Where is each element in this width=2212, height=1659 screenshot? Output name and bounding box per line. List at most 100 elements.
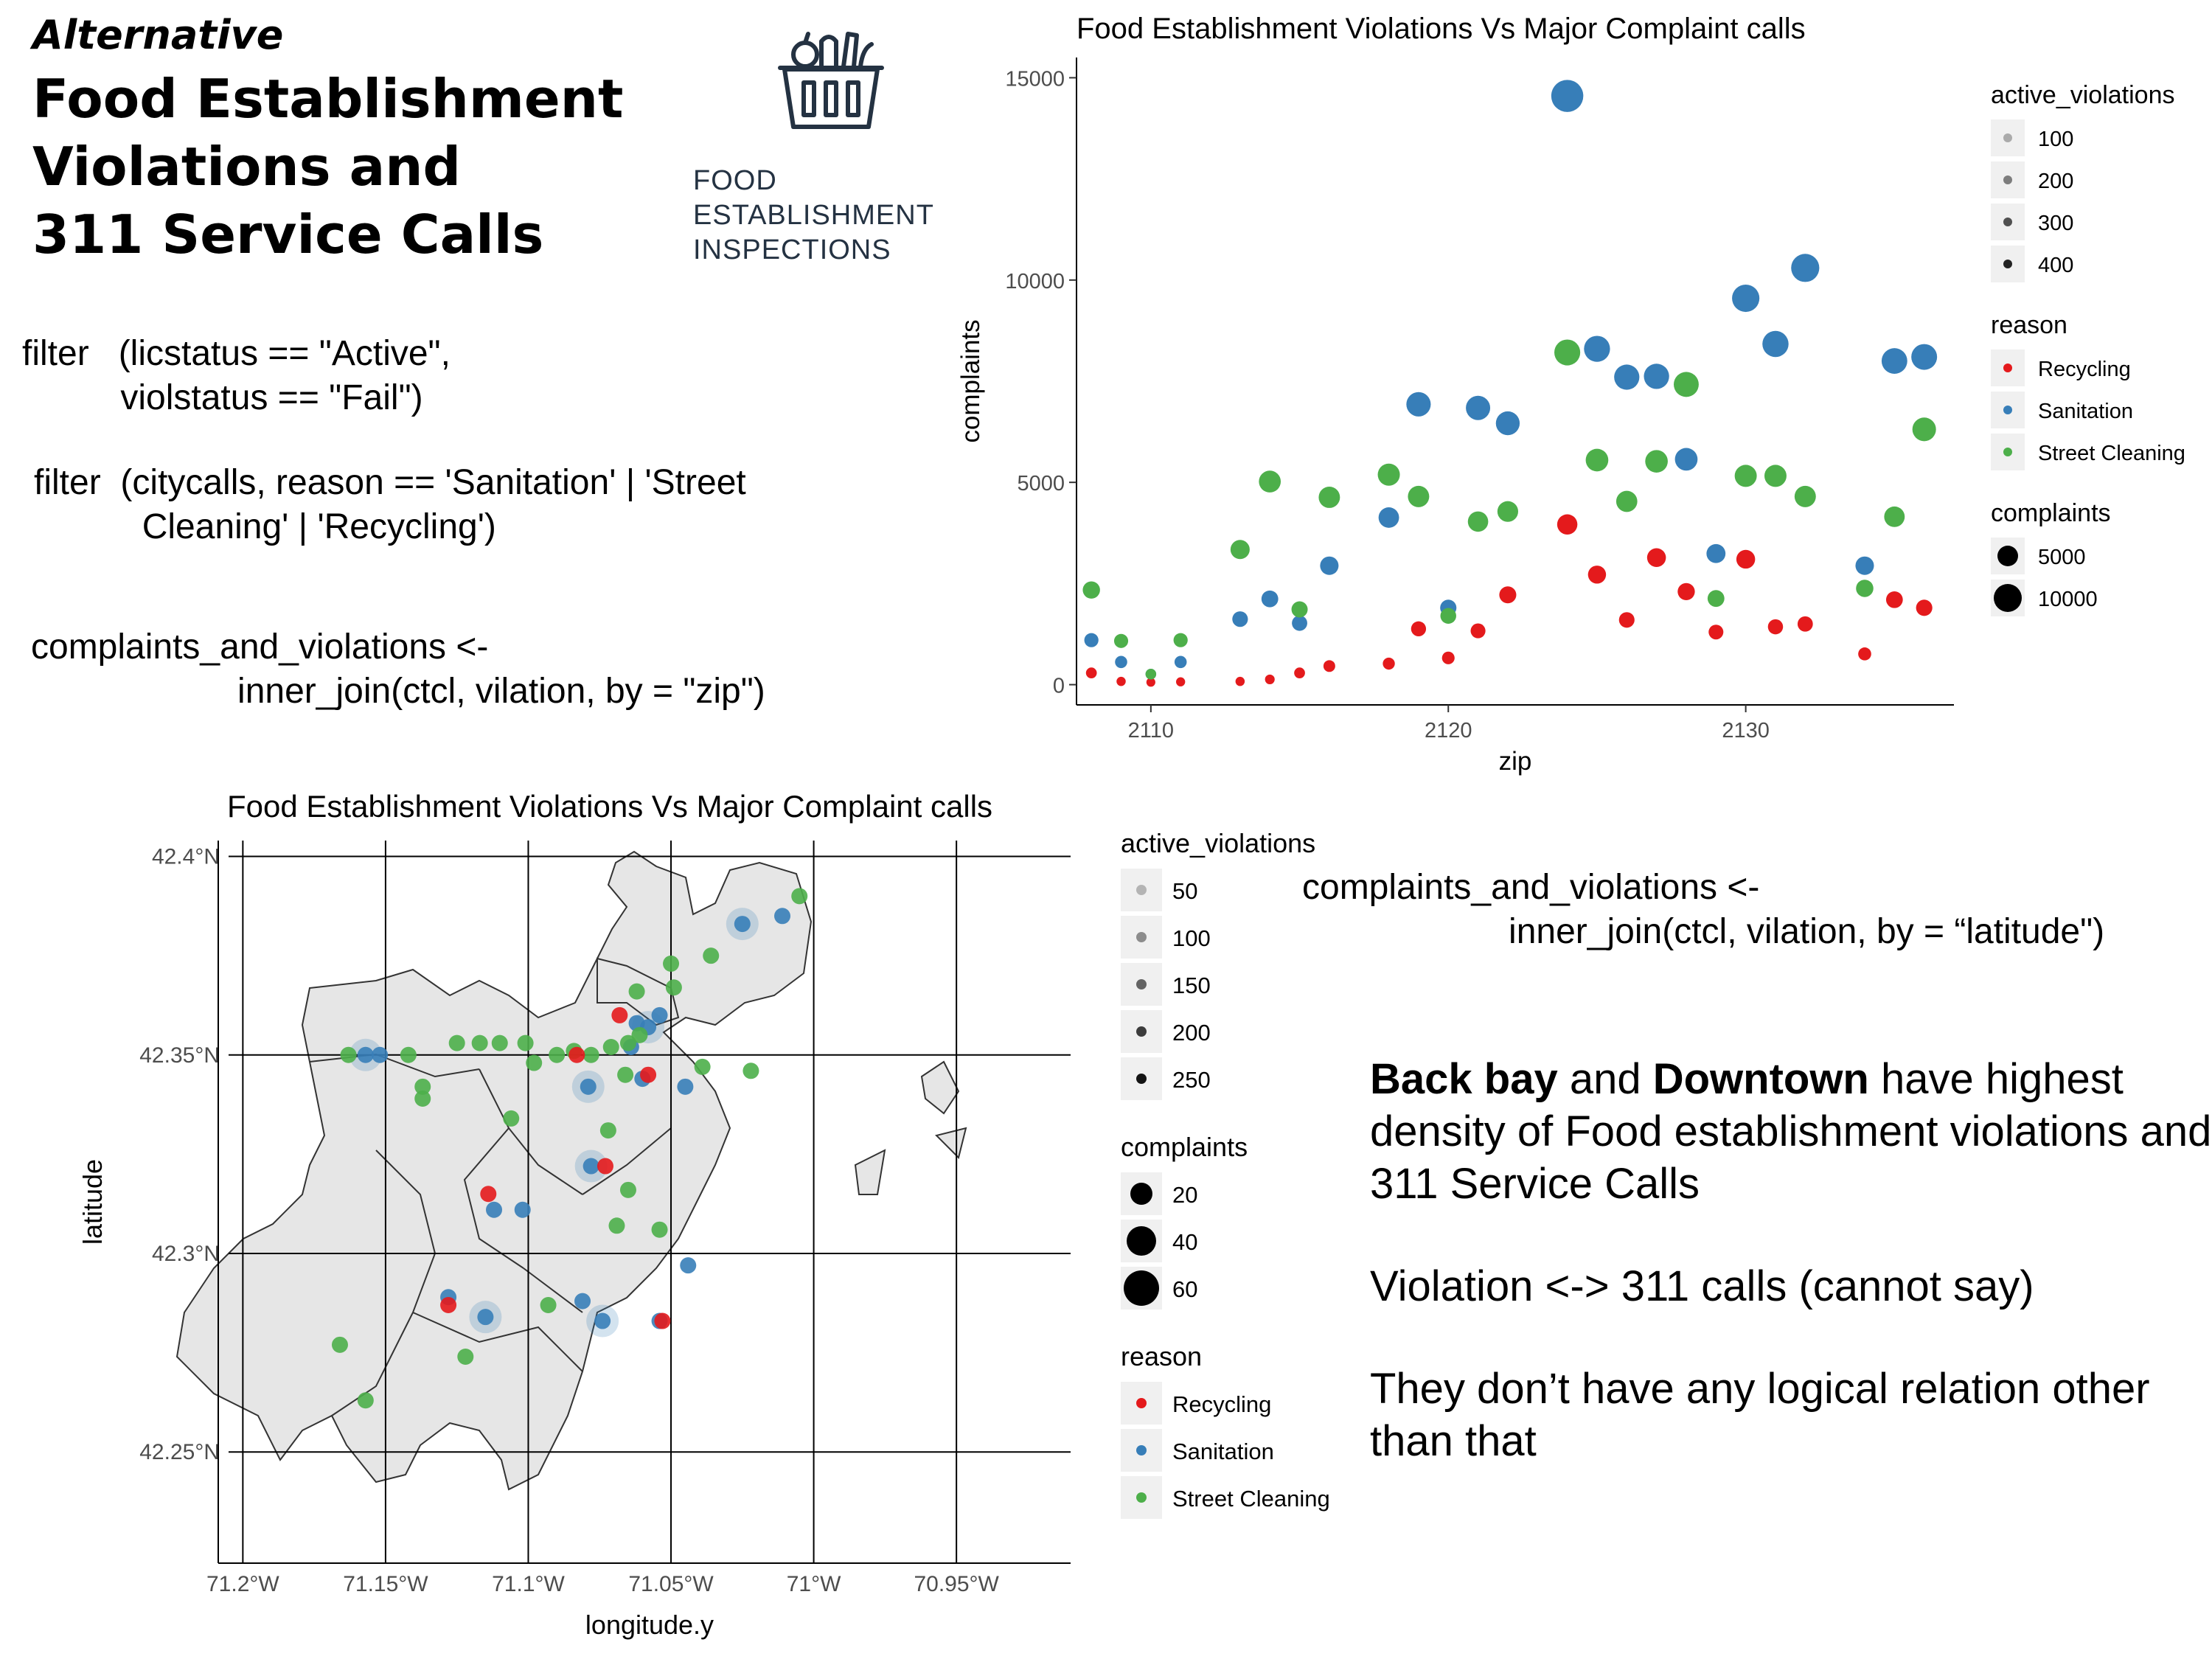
legend-marker	[1136, 979, 1147, 990]
legend-marker	[1136, 1398, 1147, 1408]
legend-label: Sanitation	[2038, 400, 2133, 423]
data-point-recycling	[654, 1312, 671, 1329]
data-point-street-cleaning	[1794, 485, 1816, 507]
conclusion-text: Back bay and Downtown have highest densi…	[1370, 1053, 2212, 1467]
data-point-street-cleaning	[1673, 372, 1699, 397]
legend-marker	[2003, 133, 2012, 142]
data-point-sanitation	[486, 1201, 503, 1218]
data-point-recycling	[1557, 514, 1578, 535]
data-point-sanitation	[1378, 507, 1399, 528]
data-point-sanitation	[1911, 344, 1938, 370]
legend-marker	[1136, 1492, 1147, 1503]
data-point-street-cleaning	[1408, 485, 1430, 507]
data-point-street-cleaning	[791, 888, 808, 905]
data-point-street-cleaning	[1856, 580, 1874, 597]
neighborhood-boundary	[331, 1312, 414, 1416]
data-point-sanitation	[1261, 590, 1279, 608]
legend-marker	[2003, 406, 2012, 414]
data-point-street-cleaning	[1615, 490, 1638, 512]
data-point-sanitation	[477, 1309, 494, 1326]
legend-label: Recycling	[1172, 1391, 1271, 1417]
data-point-recycling	[1885, 591, 1903, 608]
data-point-recycling	[1916, 599, 1933, 616]
legend-marker	[1994, 584, 2022, 612]
data-point-street-cleaning	[703, 947, 720, 964]
data-point-street-cleaning	[1318, 487, 1340, 508]
data-point-recycling	[1146, 678, 1155, 687]
legend-label: 200	[1172, 1020, 1211, 1046]
data-point-recycling	[1767, 619, 1784, 635]
data-point-street-cleaning	[414, 1091, 431, 1107]
logo-line-1: FOOD	[693, 165, 777, 196]
data-point-recycling	[1646, 548, 1666, 568]
y-tick-label: 42.4°N	[152, 845, 220, 869]
legend-marker	[1997, 546, 2018, 566]
data-point-sanitation	[1320, 556, 1339, 575]
x-tick-label: 71.1°W	[492, 1572, 565, 1596]
data-point-sanitation	[1881, 348, 1907, 374]
data-point-street-cleaning	[631, 1026, 648, 1043]
data-point-recycling	[1116, 676, 1126, 686]
data-point-street-cleaning	[651, 1221, 668, 1238]
data-point-sanitation	[1232, 611, 1248, 627]
basket-icon	[778, 32, 884, 129]
legend-marker	[2003, 448, 2012, 456]
legend-marker	[1127, 1226, 1156, 1256]
data-point-sanitation	[651, 1006, 668, 1023]
conclusion-p1: Back bay and Downtown have highest densi…	[1370, 1053, 2212, 1210]
conclusion-p2: Violation <-> 311 calls (cannot say)	[1370, 1262, 2034, 1310]
data-point-recycling	[1085, 667, 1097, 679]
legend-title-complaints: complaints	[1991, 499, 2111, 527]
data-point-street-cleaning	[1912, 417, 1936, 442]
highlight-back-bay: Back bay	[1370, 1055, 1558, 1103]
data-point-sanitation	[1706, 543, 1726, 563]
legend-marker	[1136, 1445, 1147, 1455]
legend-title-reason: reason	[1991, 311, 2067, 339]
data-point-street-cleaning	[628, 983, 645, 1000]
data-point-recycling	[480, 1186, 497, 1203]
y-axis-label: complaints	[956, 319, 985, 442]
legend-label: 60	[1172, 1276, 1197, 1302]
data-point-street-cleaning	[1884, 506, 1905, 527]
data-point-sanitation	[1855, 556, 1874, 575]
data-point-sanitation	[1762, 330, 1789, 358]
data-point-street-cleaning	[1554, 339, 1581, 366]
legend-label: 100	[1172, 925, 1211, 951]
data-point-street-cleaning	[1645, 450, 1668, 473]
data-point-street-cleaning	[340, 1046, 357, 1063]
data-point-street-cleaning	[608, 1217, 625, 1234]
data-point-street-cleaning	[1291, 601, 1308, 618]
title-line-1: Food Establishment	[32, 68, 624, 130]
conclusion-p1-and: and	[1557, 1055, 1653, 1103]
alternative-label: Alternative	[32, 12, 284, 58]
data-point-sanitation	[514, 1201, 531, 1218]
data-point-sanitation	[594, 1312, 611, 1329]
data-point-sanitation	[774, 908, 791, 925]
data-point-recycling	[1294, 667, 1305, 679]
data-point-street-cleaning	[503, 1110, 520, 1127]
code-filter-calls: filter (citycalls, reason == 'Sanitation…	[34, 463, 746, 546]
legend-label: 200	[2038, 170, 2073, 193]
legend-label: 40	[1172, 1229, 1197, 1255]
data-point-recycling	[611, 1006, 628, 1023]
x-tick-label: 71.2°W	[206, 1572, 279, 1596]
island-shape	[854, 1149, 886, 1195]
legend-title-active-violations: active_violations	[1991, 81, 2174, 109]
legend-label: 10000	[2038, 588, 2098, 611]
data-point-sanitation	[580, 1078, 597, 1095]
data-point-recycling	[1708, 625, 1724, 640]
legend-marker	[1124, 1270, 1159, 1306]
neighborhood-boundary	[523, 1267, 583, 1313]
legend-label: Street Cleaning	[1172, 1486, 1330, 1512]
data-point-street-cleaning	[517, 1034, 534, 1051]
legend-marker	[1136, 885, 1147, 895]
y-tick-label: 10000	[1005, 270, 1065, 293]
x-tick-label: 71°W	[787, 1572, 841, 1596]
data-point-street-cleaning	[471, 1034, 488, 1051]
highlight-downtown: Downtown	[1652, 1055, 1869, 1103]
data-point-street-cleaning	[549, 1046, 566, 1063]
data-point-street-cleaning	[1230, 540, 1250, 560]
data-point-sanitation	[680, 1257, 697, 1274]
data-point-street-cleaning	[400, 1046, 417, 1063]
title-line-3: 311 Service Calls	[32, 204, 544, 265]
